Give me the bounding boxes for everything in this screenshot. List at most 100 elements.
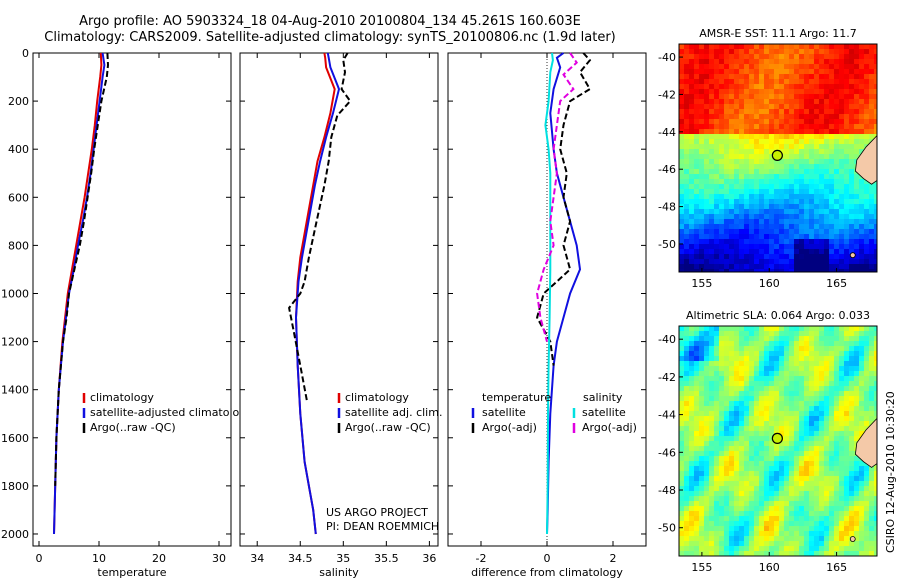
- heatmap-cell: [684, 169, 690, 175]
- heatmap-cell: [729, 114, 735, 120]
- heatmap-cell: [854, 74, 860, 80]
- heatmap-cell: [754, 496, 760, 502]
- heatmap-cell: [744, 179, 750, 185]
- heatmap-cell: [804, 139, 810, 145]
- heatmap-cell: [819, 416, 825, 422]
- heatmap-cell: [844, 366, 850, 372]
- heatmap-cell: [734, 114, 740, 120]
- heatmap-cell: [854, 436, 860, 442]
- heatmap-cell: [714, 496, 720, 502]
- heatmap-cell: [714, 531, 720, 537]
- heatmap-cell: [724, 516, 730, 522]
- heatmap-cell: [869, 546, 875, 552]
- heatmap-cell: [829, 154, 835, 160]
- heatmap-cell: [779, 179, 785, 185]
- heatmap-cell: [864, 516, 870, 522]
- heatmap-cell: [864, 119, 870, 125]
- heatmap-cell: [724, 254, 730, 260]
- heatmap-cell: [869, 54, 875, 60]
- heatmap-cell: [749, 461, 755, 467]
- heatmap-cell: [809, 386, 815, 392]
- heatmap-cell: [769, 401, 775, 407]
- heatmap-cell: [854, 254, 860, 260]
- heatmap-cell: [769, 421, 775, 427]
- heatmap-cell: [699, 214, 705, 220]
- heatmap-cell: [679, 336, 685, 342]
- heatmap-cell: [769, 124, 775, 130]
- heatmap-cell: [829, 104, 835, 110]
- heatmap-cell: [754, 416, 760, 422]
- heatmap-cell: [714, 431, 720, 437]
- heatmap-cell: [869, 501, 875, 507]
- heatmap-cell: [834, 254, 840, 260]
- heatmap-cell: [799, 229, 805, 235]
- heatmap-cell: [729, 336, 735, 342]
- heatmap-cell: [814, 89, 820, 95]
- heatmap-cell: [874, 486, 878, 492]
- heatmap-cell: [704, 269, 710, 273]
- heatmap-cell: [794, 501, 800, 507]
- heatmap-cell: [709, 476, 715, 482]
- heatmap-cell: [724, 199, 730, 205]
- heatmap-cell: [789, 69, 795, 75]
- heatmap-cell: [809, 179, 815, 185]
- heatmap-cell: [799, 506, 805, 512]
- heatmap-cell: [749, 376, 755, 382]
- heatmap-cell: [729, 144, 735, 150]
- heatmap-cell: [799, 416, 805, 422]
- heatmap-cell: [854, 506, 860, 512]
- heatmap-cell: [689, 336, 695, 342]
- heatmap-cell: [754, 446, 760, 452]
- heatmap-cell: [794, 351, 800, 357]
- heatmap-cell: [719, 59, 725, 65]
- heatmap-cell: [749, 531, 755, 537]
- heatmap-cell: [859, 361, 865, 367]
- heatmap-cell: [729, 416, 735, 422]
- heatmap-cell: [824, 269, 830, 273]
- heatmap-cell: [799, 144, 805, 150]
- heatmap-cell: [689, 476, 695, 482]
- heatmap-cell: [714, 234, 720, 240]
- heatmap-cell: [759, 541, 765, 547]
- heatmap-cell: [849, 376, 855, 382]
- heatmap-cell: [719, 496, 725, 502]
- heatmap-cell: [844, 476, 850, 482]
- heatmap-cell: [699, 331, 705, 337]
- heatmap-cell: [834, 84, 840, 90]
- heatmap-cell: [739, 431, 745, 437]
- heatmap-cell: [794, 59, 800, 65]
- heatmap-cell: [749, 49, 755, 55]
- heatmap-cell: [849, 269, 855, 273]
- heatmap-cell: [769, 199, 775, 205]
- heatmap-cell: [784, 386, 790, 392]
- heatmap-cell: [704, 331, 710, 337]
- heatmap-cell: [829, 229, 835, 235]
- heatmap-cell: [789, 526, 795, 532]
- heatmap-cell: [814, 516, 820, 522]
- heatmap-cell: [734, 179, 740, 185]
- heatmap-cell: [774, 496, 780, 502]
- heatmap-cell: [819, 491, 825, 497]
- heatmap-cell: [864, 194, 870, 200]
- heatmap-cell: [734, 431, 740, 437]
- heatmap-cell: [724, 174, 730, 180]
- heatmap-cell: [789, 346, 795, 352]
- heatmap-cell: [719, 164, 725, 170]
- x-tick-label: 0: [544, 552, 551, 565]
- heatmap-cell: [779, 234, 785, 240]
- heatmap-cell: [804, 376, 810, 382]
- heatmap-cell: [774, 159, 780, 165]
- heatmap-cell: [759, 249, 765, 255]
- heatmap-cell: [739, 189, 745, 195]
- heatmap-cell: [704, 64, 710, 70]
- heatmap-cell: [839, 421, 845, 427]
- heatmap-cell: [874, 361, 878, 367]
- heatmap-cell: [869, 114, 875, 120]
- heatmap-cell: [774, 104, 780, 110]
- heatmap-cell: [824, 376, 830, 382]
- heatmap-cell: [829, 326, 835, 332]
- heatmap-cell: [774, 366, 780, 372]
- heatmap-cell: [769, 104, 775, 110]
- heatmap-cell: [784, 134, 790, 140]
- heatmap-cell: [739, 209, 745, 215]
